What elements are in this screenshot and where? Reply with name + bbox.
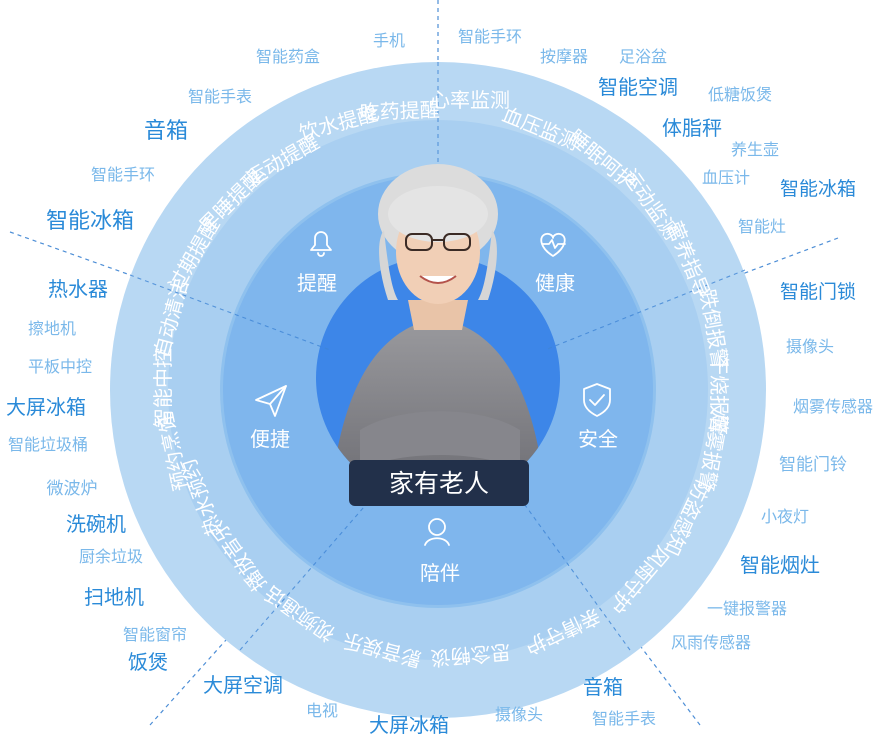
glasses-icon — [405, 233, 471, 251]
device-tv: 电视 — [306, 701, 338, 720]
ring-divider-bottom-right — [524, 504, 631, 651]
device-large-fridge-bottom: 大屏冰箱 — [369, 713, 449, 737]
device-robot-vacuum: 扫地机 — [84, 585, 144, 609]
center-title: 家有老人 — [389, 469, 489, 498]
function-heart-rate: 心率监测 — [430, 88, 510, 112]
device-food-waste: 厨余垃圾 — [79, 547, 143, 566]
device-water-heater: 热水器 — [48, 277, 108, 301]
ring-dividers — [129, 62, 746, 651]
device-low-sugar-cooker: 低糖饭煲 — [708, 85, 772, 104]
device-tablet-control: 平板中控 — [28, 357, 92, 376]
device-smoke-sensor: 烟雾传感器 — [793, 397, 873, 416]
category-safety: 安全 — [578, 427, 618, 451]
device-smart-fridge-right: 智能冰箱 — [780, 178, 856, 200]
ring-divider-left — [129, 274, 331, 351]
category-health: 健康 — [535, 271, 575, 295]
device-speaker-left: 音箱 — [144, 119, 188, 144]
device-sos-alarm: 一键报警器 — [707, 599, 787, 618]
device-large-fridge-left: 大屏冰箱 — [6, 395, 86, 419]
person-icon — [424, 518, 450, 546]
function-dry-burn-alarm: 干烧报警 — [707, 355, 731, 435]
device-smart-curtain: 智能窗帘 — [123, 625, 187, 644]
hair-top — [388, 186, 488, 242]
device-smart-stove: 智能灶 — [738, 217, 786, 236]
ring-divider-bottom-left — [239, 499, 371, 651]
device-foot-bath: 足浴盆 — [619, 47, 667, 66]
center-title-box: 家有老人 — [349, 460, 529, 506]
device-camera-bottom: 摄像头 — [495, 705, 543, 724]
device-smart-band-top: 智能手环 — [458, 27, 522, 46]
device-pill-box: 智能药盒 — [256, 47, 320, 66]
crossed-arms — [360, 411, 520, 470]
heart-pulse-icon — [540, 232, 566, 257]
hair-left — [379, 230, 398, 300]
device-speaker-bottom: 音箱 — [583, 675, 623, 699]
device-microwave: 微波炉 — [47, 479, 98, 499]
function-medicine-reminder: 吃药提醒 — [359, 98, 440, 125]
device-smart-lock: 智能门锁 — [780, 281, 856, 303]
category-companion: 陪伴 — [420, 561, 460, 585]
ring-divider-right — [544, 269, 746, 351]
device-camera-right: 摄像头 — [786, 337, 834, 356]
smile — [419, 275, 457, 284]
device-smart-band-left: 智能手环 — [91, 165, 155, 184]
device-massager: 按摩器 — [540, 47, 588, 66]
device-smart-doorbell: 智能门铃 — [779, 455, 847, 475]
device-large-ac: 大屏空调 — [203, 673, 283, 697]
category-reminder: 提醒 — [297, 271, 337, 295]
device-smart-ac: 智能空调 — [598, 75, 678, 99]
bell-icon — [310, 231, 332, 257]
function-central-control: 智能中控 — [151, 348, 175, 428]
device-dishwasher: 洗碗机 — [66, 512, 126, 536]
divider-left — [9, 231, 341, 351]
hair-right — [478, 230, 497, 300]
device-phone: 手机 — [373, 31, 405, 50]
device-health-kettle: 养生壶 — [731, 140, 779, 159]
device-smart-trash: 智能垃圾桶 — [8, 435, 88, 454]
paper-plane-icon — [255, 385, 287, 417]
device-weather-sensor: 风雨传感器 — [671, 633, 751, 652]
device-blood-pressure-meter: 血压计 — [702, 168, 750, 187]
neck — [408, 300, 468, 330]
device-smart-watch-bottom: 智能手表 — [592, 709, 656, 728]
shield-check-icon — [583, 383, 611, 417]
device-mop-robot: 擦地机 — [28, 319, 76, 338]
device-rice-cooker: 饭煲 — [128, 650, 168, 674]
elderly-woman-portrait — [330, 164, 546, 500]
device-smart-fridge-left: 智能冰箱 — [46, 209, 134, 234]
device-labels: 智能手环 按摩器 足浴盆 智能空调 低糖饭煲 体脂秤 养生壶 血压计 智能冰箱 … — [6, 27, 873, 737]
device-smart-range: 智能烟灶 — [740, 553, 820, 577]
category-convenience: 便捷 — [250, 427, 290, 451]
title-box-bg — [349, 460, 529, 506]
category-labels: 提醒 健康 安全 陪伴 便捷 — [250, 271, 618, 585]
device-body-scale: 体脂秤 — [662, 116, 722, 140]
device-night-light: 小夜灯 — [761, 507, 809, 526]
device-smart-watch-left: 智能手表 — [188, 87, 252, 106]
